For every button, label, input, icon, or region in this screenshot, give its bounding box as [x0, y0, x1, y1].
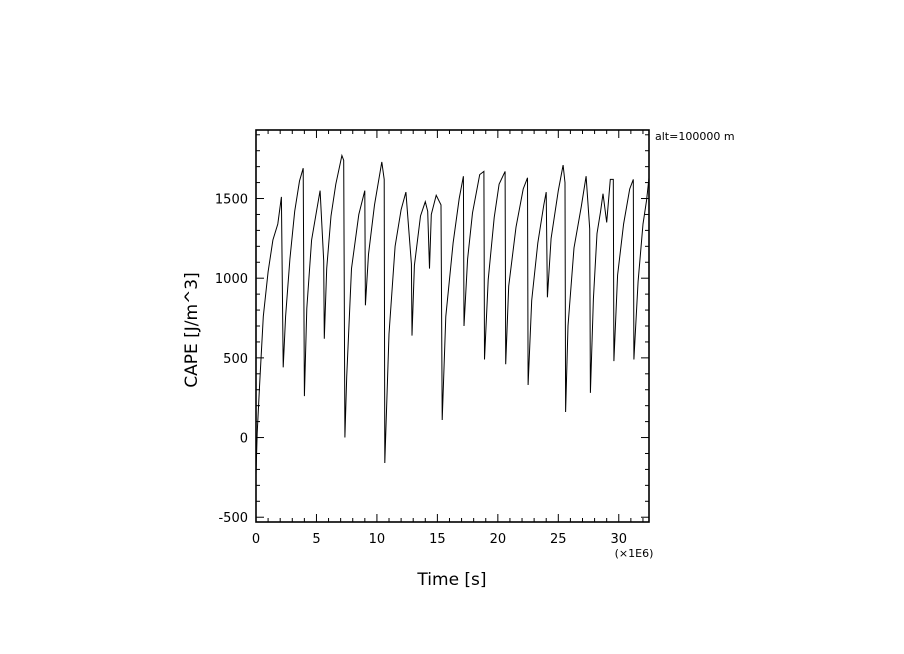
- x-tick-label: 10: [369, 532, 386, 547]
- x-tick-label: 0: [252, 532, 260, 547]
- y-tick-label: 500: [223, 352, 248, 367]
- x-tick-label: 15: [429, 532, 446, 547]
- x-tick-label: 30: [610, 532, 627, 547]
- plot-frame: [255, 129, 650, 523]
- x-axis-tick-labels: 0 5 10 15 20 25 30: [252, 532, 627, 547]
- x-tick-label: 5: [312, 532, 320, 547]
- y-tick-label: -500: [218, 511, 248, 526]
- y-tick-label: 1000: [215, 272, 248, 287]
- altitude-annotation: alt=100000 m: [655, 130, 735, 143]
- x-tick-label: 25: [550, 532, 567, 547]
- y-tick-label: 1500: [215, 193, 248, 208]
- cape-series-line: [255, 153, 650, 475]
- y-axis-title: CAPE [J/m^3]: [182, 272, 202, 388]
- y-axis-tick-labels: -500 0 500 1000 1500: [215, 193, 248, 527]
- x-axis-ticks: [255, 130, 644, 522]
- x-axis-title: Time [s]: [416, 570, 486, 590]
- y-tick-label: 0: [240, 432, 248, 447]
- x-axis-multiplier-label: (×1E6): [615, 547, 654, 560]
- x-tick-label: 20: [490, 532, 507, 547]
